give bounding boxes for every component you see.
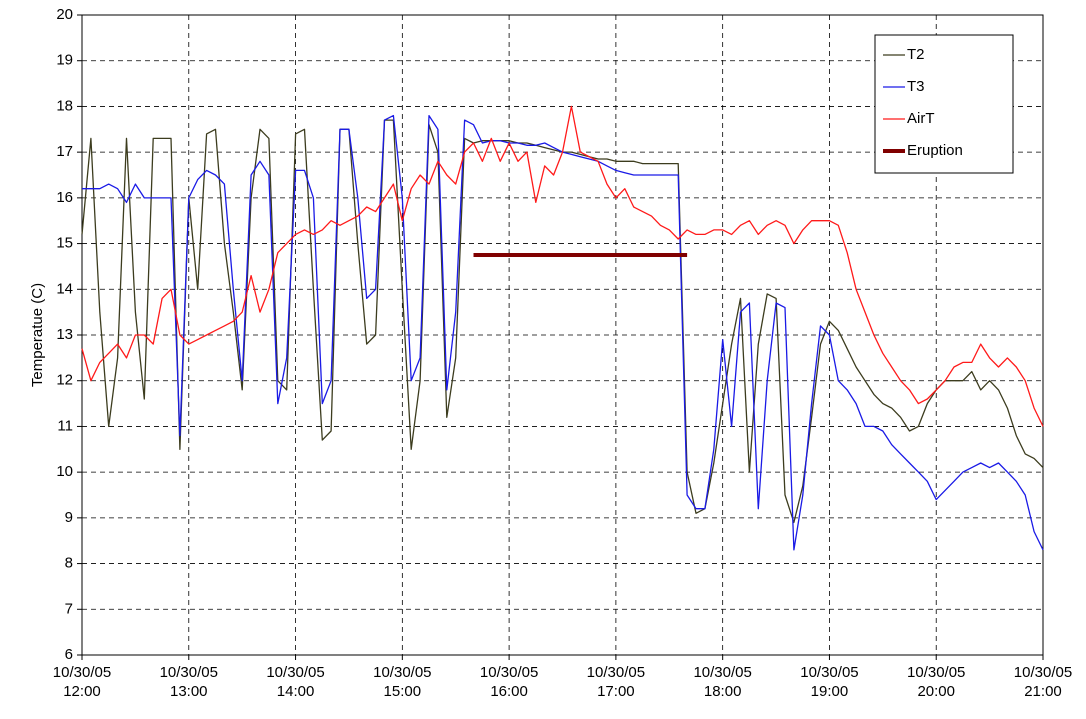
series-line xyxy=(81,105,1044,427)
series-line xyxy=(81,119,1044,524)
y-tick-label: 14 xyxy=(56,280,73,297)
plot-border xyxy=(81,14,1044,656)
x-tick-label: 10/30/05 21:00 xyxy=(1013,664,1073,700)
y-tick-label: 13 xyxy=(56,326,73,343)
legend-label: T2 xyxy=(907,46,925,63)
y-tick-label: 6 xyxy=(65,646,73,663)
y-tick-label: 10 xyxy=(56,463,73,480)
legend-label: Eruption xyxy=(907,142,963,159)
y-tick-label: 16 xyxy=(56,189,73,206)
y-tick-label: 8 xyxy=(65,555,73,572)
y-tick-label: 11 xyxy=(57,417,73,434)
x-tick-label: 10/30/05 16:00 xyxy=(479,664,539,700)
y-tick-label: 20 xyxy=(56,6,73,23)
y-tick-label: 9 xyxy=(65,509,73,526)
legend-label: T3 xyxy=(907,78,925,95)
x-tick-label: 10/30/05 15:00 xyxy=(373,664,432,700)
x-tick-label: 10/30/05 14:00 xyxy=(266,664,325,700)
y-tick-label: 18 xyxy=(56,97,73,114)
y-axis-label: Temperatue (C) xyxy=(29,283,46,387)
x-tick-label: 10/30/05 12:00 xyxy=(52,664,112,700)
x-tick-label: 10/30/05 18:00 xyxy=(693,664,752,700)
y-tick-label: 19 xyxy=(56,52,73,69)
y-tick-label: 7 xyxy=(65,600,73,617)
legend: T2 T3 AirT Eruption xyxy=(874,34,1014,174)
y-tick-label: 17 xyxy=(56,143,73,160)
y-tick-label: 12 xyxy=(56,372,73,389)
series-line xyxy=(82,114,1044,551)
x-tick-label: 10/30/05 13:00 xyxy=(159,664,218,700)
x-tick-label: 10/30/05 20:00 xyxy=(907,664,966,700)
legend-label: AirT xyxy=(907,110,935,127)
y-tick-label: 15 xyxy=(56,235,73,252)
x-tick-label: 10/30/05 19:00 xyxy=(800,664,859,700)
x-tick-label: 10/30/05 17:00 xyxy=(586,664,646,700)
